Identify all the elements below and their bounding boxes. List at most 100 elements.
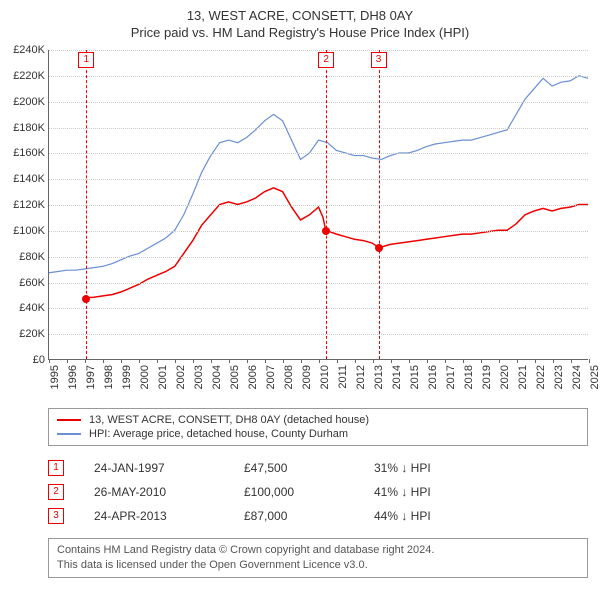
legend-swatch	[57, 419, 81, 421]
sale-marker-line	[86, 50, 87, 359]
x-tick	[553, 359, 554, 363]
y-tick-label: £140K	[13, 173, 49, 185]
y-tick-label: £80K	[19, 251, 49, 263]
x-tick	[589, 359, 590, 363]
x-tick	[319, 359, 320, 363]
gridline-h	[49, 257, 588, 258]
sale-marker-box: 2	[318, 52, 334, 68]
series-line-hpi	[49, 76, 588, 273]
sales-row-delta: 31% ↓ HPI	[374, 461, 588, 475]
gridline-h	[49, 231, 588, 232]
y-tick-label: £160K	[13, 147, 49, 159]
x-tick	[481, 359, 482, 363]
y-tick-label: £20K	[19, 328, 49, 340]
sale-marker-line	[326, 50, 327, 359]
x-tick-label: 2024	[571, 365, 583, 389]
x-tick-label: 2021	[517, 365, 529, 389]
x-tick-label: 2022	[535, 365, 547, 389]
x-tick	[517, 359, 518, 363]
y-tick-label: £100K	[13, 225, 49, 237]
sales-row-marker: 2	[48, 484, 64, 500]
x-tick	[283, 359, 284, 363]
x-tick-label: 2020	[499, 365, 511, 389]
x-tick-label: 2015	[409, 365, 421, 389]
x-tick-label: 2002	[175, 365, 187, 389]
x-tick	[355, 359, 356, 363]
gridline-h	[49, 102, 588, 103]
attribution-box: Contains HM Land Registry data © Crown c…	[48, 538, 588, 578]
chart-plot-area: £0£20K£40K£60K£80K£100K£120K£140K£160K£1…	[48, 50, 588, 360]
x-tick-label: 2023	[553, 365, 565, 389]
legend: 13, WEST ACRE, CONSETT, DH8 0AY (detache…	[48, 408, 588, 446]
x-tick-label: 2000	[139, 365, 151, 389]
x-tick-label: 2006	[247, 365, 259, 389]
page: 13, WEST ACRE, CONSETT, DH8 0AY Price pa…	[0, 0, 600, 590]
x-tick	[571, 359, 572, 363]
sale-marker-box: 3	[371, 52, 387, 68]
chart-title: 13, WEST ACRE, CONSETT, DH8 0AY	[0, 0, 600, 23]
legend-item: 13, WEST ACRE, CONSETT, DH8 0AY (detache…	[57, 413, 579, 427]
gridline-h	[49, 205, 588, 206]
gridline-h	[49, 128, 588, 129]
x-tick-label: 2019	[481, 365, 493, 389]
sale-marker-dot	[322, 227, 330, 235]
sales-row-price: £47,500	[244, 461, 374, 475]
sales-table: 124-JAN-1997£47,50031% ↓ HPI226-MAY-2010…	[48, 456, 588, 528]
x-tick-label: 2008	[283, 365, 295, 389]
sale-marker-line	[379, 50, 380, 359]
sales-row-date: 24-APR-2013	[94, 509, 244, 523]
gridline-h	[49, 308, 588, 309]
x-tick-label: 2014	[391, 365, 403, 389]
x-tick	[85, 359, 86, 363]
x-tick-label: 2017	[445, 365, 457, 389]
x-tick-label: 2007	[265, 365, 277, 389]
x-tick	[103, 359, 104, 363]
x-tick	[175, 359, 176, 363]
x-tick-label: 2016	[427, 365, 439, 389]
x-tick-label: 2018	[463, 365, 475, 389]
x-tick	[67, 359, 68, 363]
x-tick	[49, 359, 50, 363]
sale-marker-dot	[82, 295, 90, 303]
x-tick-label: 1995	[49, 365, 61, 389]
x-tick-label: 2025	[589, 365, 600, 389]
y-tick-label: £240K	[13, 44, 49, 56]
attribution-line-2: This data is licensed under the Open Gov…	[57, 558, 579, 573]
x-tick-label: 2001	[157, 365, 169, 389]
x-tick	[373, 359, 374, 363]
gridline-h	[49, 283, 588, 284]
sales-row-marker: 1	[48, 460, 64, 476]
gridline-h	[49, 334, 588, 335]
chart-subtitle: Price paid vs. HM Land Registry's House …	[0, 23, 600, 40]
y-tick-label: £120K	[13, 199, 49, 211]
gridline-h	[49, 76, 588, 77]
sales-row-marker: 3	[48, 508, 64, 524]
sales-row: 324-APR-2013£87,00044% ↓ HPI	[48, 504, 588, 528]
y-tick-label: £0	[33, 354, 49, 366]
x-tick	[193, 359, 194, 363]
x-tick-label: 2011	[337, 365, 349, 389]
x-tick-label: 2003	[193, 365, 205, 389]
y-tick-label: £180K	[13, 122, 49, 134]
gridline-h	[49, 179, 588, 180]
sales-row: 226-MAY-2010£100,00041% ↓ HPI	[48, 480, 588, 504]
x-tick-label: 2012	[355, 365, 367, 389]
x-tick-label: 2005	[229, 365, 241, 389]
x-tick-label: 1998	[103, 365, 115, 389]
sales-row-price: £87,000	[244, 509, 374, 523]
x-tick-label: 2013	[373, 365, 385, 389]
sales-row-price: £100,000	[244, 485, 374, 499]
x-tick-label: 1996	[67, 365, 79, 389]
x-tick	[211, 359, 212, 363]
y-tick-label: £200K	[13, 96, 49, 108]
x-tick	[337, 359, 338, 363]
x-tick-label: 1999	[121, 365, 133, 389]
gridline-h	[49, 50, 588, 51]
x-tick-label: 2010	[319, 365, 331, 389]
x-tick	[463, 359, 464, 363]
legend-swatch	[57, 433, 81, 435]
x-tick	[157, 359, 158, 363]
x-tick	[445, 359, 446, 363]
x-tick	[409, 359, 410, 363]
y-tick-label: £220K	[13, 70, 49, 82]
